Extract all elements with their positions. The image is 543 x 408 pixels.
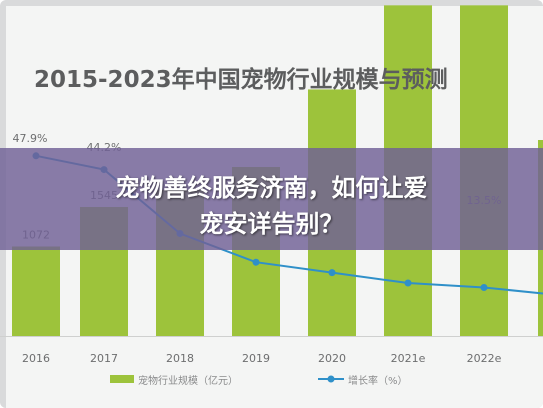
x-tick-label-2022e: 2022e <box>467 352 502 365</box>
growth-rate-point-2021e <box>404 279 412 287</box>
legend-line-label: 增长率（%） <box>348 376 408 387</box>
x-tick-label-2020: 2020 <box>318 352 346 365</box>
x-tick-label-2019: 2019 <box>242 352 270 365</box>
legend-bar-label: 宠物行业规模（亿元） <box>138 376 238 387</box>
headline-line-1: 宠物善终服务济南，如何让爱 <box>115 174 428 202</box>
x-tick-label-2017: 2017 <box>90 352 118 365</box>
legend-bar-swatch <box>110 375 134 383</box>
bar-2016 <box>12 246 60 336</box>
x-tick-label-2016: 2016 <box>22 352 50 365</box>
headline-line-2: 宠安详告别？ <box>199 210 344 238</box>
chart-title: 2015-2023年中国宠物行业规模与预测 <box>34 67 448 93</box>
x-tick-label-2021e: 2021e <box>391 352 426 365</box>
growth-rate-line-tail <box>483 286 543 295</box>
growth-rate-point-2020 <box>328 269 336 277</box>
legend-line-swatch <box>318 375 344 383</box>
x-tick-label-2018: 2018 <box>166 352 194 365</box>
growth-rate-point-2019 <box>252 258 260 266</box>
headline-banner: 宠物善终服务济南，如何让爱 宠安详告别？ <box>0 148 543 250</box>
growth-rate-label-2016: 47.9% <box>13 132 48 145</box>
